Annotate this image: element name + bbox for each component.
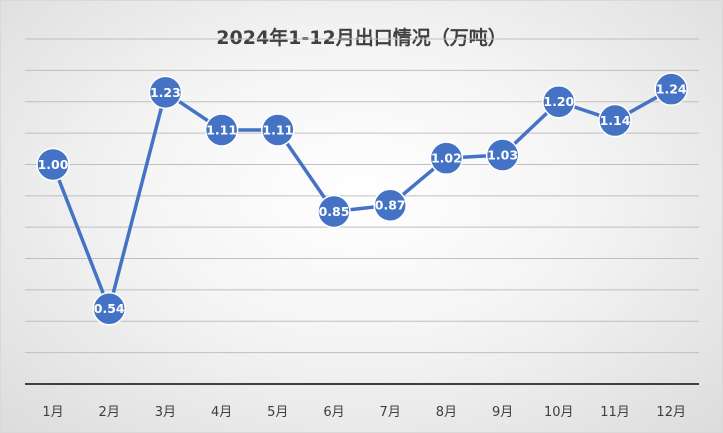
data-point xyxy=(429,141,464,175)
x-tick-label: 5月 xyxy=(267,405,288,420)
data-label: 0.85 xyxy=(319,204,350,219)
data-point xyxy=(542,84,576,119)
data-point xyxy=(148,75,183,110)
data-point xyxy=(317,194,351,229)
data-label: 1.11 xyxy=(262,122,293,137)
x-tick-label: 11月 xyxy=(600,405,630,420)
data-point xyxy=(598,103,632,138)
x-tick-label: 8月 xyxy=(436,405,457,420)
data-point xyxy=(204,113,239,147)
data-label: 1.23 xyxy=(150,85,181,100)
x-tick-label: 9月 xyxy=(492,405,513,420)
data-point xyxy=(261,113,295,147)
data-point xyxy=(92,291,126,326)
x-tick-label: 6月 xyxy=(323,405,344,420)
data-label: 1.11 xyxy=(206,122,237,137)
x-tick-label: 12月 xyxy=(656,405,686,420)
data-label: 1.02 xyxy=(431,151,462,166)
data-point xyxy=(485,138,520,172)
x-tick-label: 3月 xyxy=(155,405,176,420)
data-point xyxy=(373,188,407,222)
data-label: 0.87 xyxy=(375,198,406,213)
x-tick-label: 1月 xyxy=(42,405,63,420)
data-label: 1.03 xyxy=(487,148,518,163)
data-point xyxy=(654,72,688,106)
data-label: 1.00 xyxy=(38,157,69,172)
data-label: 1.24 xyxy=(656,82,687,97)
chart-title: 2024年1-12月出口情况（万吨） xyxy=(216,27,507,49)
data-label: 1.20 xyxy=(543,94,574,109)
series-line xyxy=(51,87,673,311)
data-point xyxy=(36,147,70,182)
x-tick-label: 7月 xyxy=(380,405,401,420)
x-tick-label: 10月 xyxy=(544,405,574,420)
x-tick-label: 2月 xyxy=(99,405,120,420)
data-label: 0.54 xyxy=(94,301,125,316)
x-tick-label: 4月 xyxy=(211,405,232,420)
data-label: 1.14 xyxy=(600,113,631,128)
